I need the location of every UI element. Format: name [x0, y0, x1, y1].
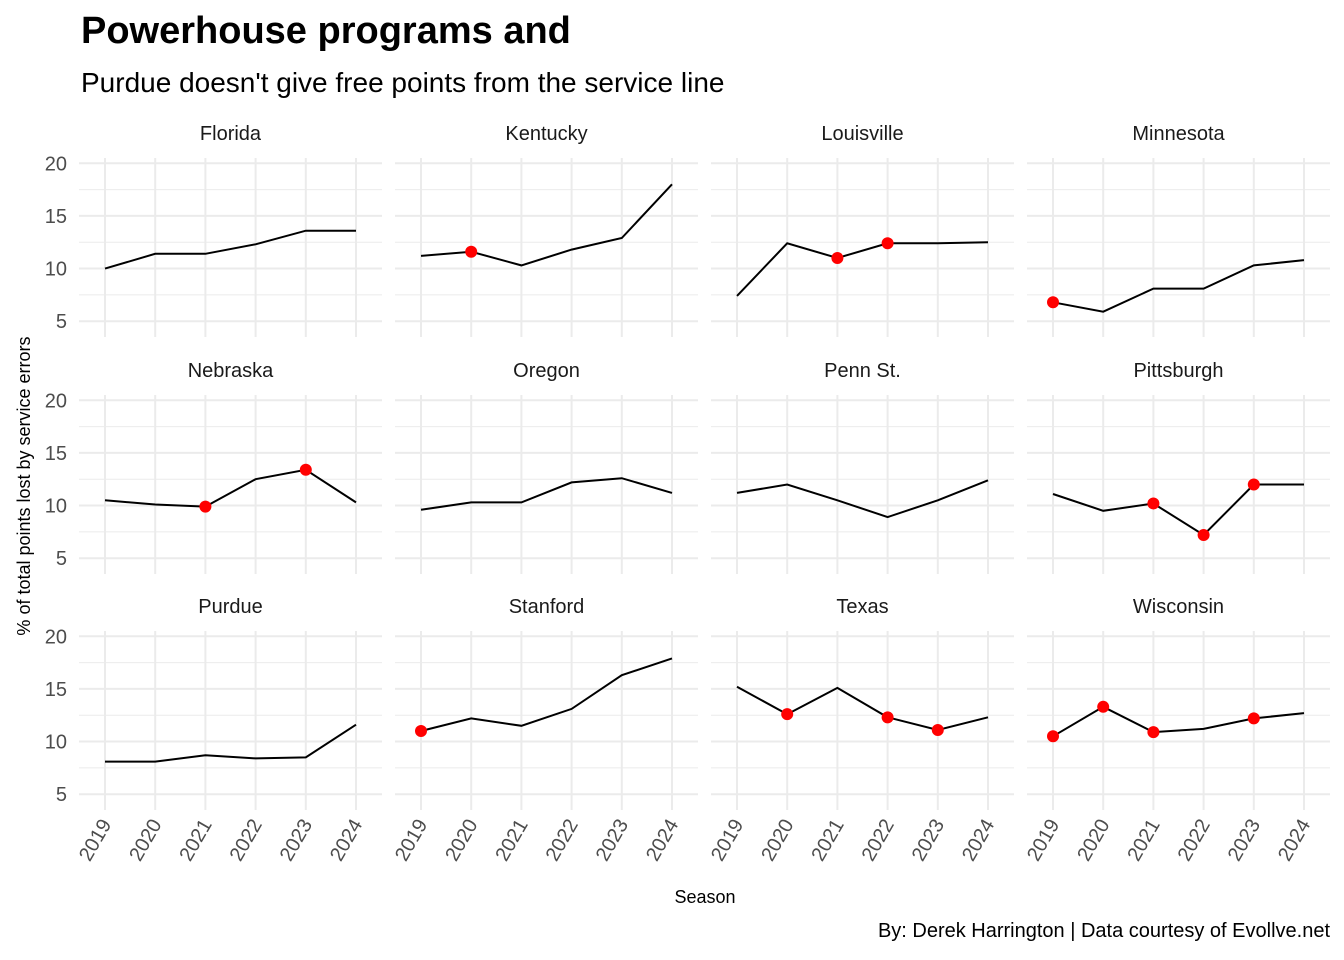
- highlight-point: [831, 252, 844, 265]
- highlight-point: [1047, 296, 1059, 309]
- series-line: [104, 468, 357, 508]
- highlight-point: [1047, 730, 1059, 743]
- x-tick-label: 2022: [542, 816, 583, 866]
- x-axis-title: Season: [674, 887, 735, 907]
- x-tick-label: 2020: [757, 816, 798, 866]
- facet-label: Oregon: [513, 360, 580, 382]
- highlight-point: [1247, 478, 1260, 491]
- highlight-point: [1147, 726, 1160, 739]
- series-line: [1052, 483, 1304, 537]
- y-tick-label: 10: [45, 496, 67, 518]
- x-tick-label: 2021: [807, 816, 848, 866]
- facet-label: Texas: [836, 596, 888, 618]
- chart-caption: By: Derek Harrington | Data courtesy of …: [877, 920, 1330, 942]
- x-tick-label: 2020: [1073, 816, 1114, 866]
- series-line: [420, 657, 673, 732]
- x-tick-label: 2024: [958, 816, 999, 866]
- series-line: [1052, 705, 1305, 738]
- highlight-point: [1247, 712, 1260, 725]
- highlight-point: [199, 500, 212, 513]
- highlight-point: [881, 711, 894, 724]
- y-tick-label: 10: [45, 259, 67, 281]
- x-tick-label: 2020: [125, 816, 166, 866]
- x-tick-label: 2019: [1023, 816, 1064, 866]
- facet-label: Purdue: [198, 596, 263, 618]
- highlight-point: [299, 463, 312, 476]
- y-tick-label: 10: [45, 732, 67, 754]
- x-tick-label: 2020: [441, 816, 482, 866]
- x-tick-label: 2021: [491, 816, 532, 866]
- highlight-point: [881, 237, 894, 250]
- facet-label: Stanford: [509, 596, 585, 618]
- series-line: [736, 241, 989, 297]
- series-line: [736, 479, 989, 519]
- x-tick-label: 2023: [276, 816, 317, 866]
- y-tick-label: 5: [56, 311, 67, 333]
- highlight-point: [1147, 497, 1160, 510]
- y-tick-label: 20: [45, 153, 67, 175]
- chart-title: Powerhouse programs and: [81, 10, 571, 52]
- series-line: [104, 229, 356, 270]
- x-tick-label: 2024: [326, 816, 367, 866]
- x-tick-label: 2019: [391, 816, 432, 866]
- series-line: [420, 477, 673, 511]
- y-tick-label: 15: [45, 679, 67, 701]
- facet-label: Pittsburgh: [1133, 360, 1223, 382]
- facet-label: Wisconsin: [1133, 596, 1224, 618]
- y-tick-label: 15: [45, 443, 67, 465]
- x-tick-label: 2022: [1174, 816, 1215, 866]
- x-tick-label: 2023: [1224, 816, 1265, 866]
- series-line: [736, 685, 989, 732]
- chart-subtitle: Purdue doesn't give free points from the…: [81, 67, 725, 98]
- series-line: [105, 723, 357, 763]
- y-tick-label: 5: [56, 784, 67, 806]
- x-tick-label: 2024: [1274, 816, 1315, 866]
- highlight-point: [465, 245, 478, 258]
- y-tick-label: 20: [45, 390, 67, 412]
- highlight-point: [781, 708, 794, 721]
- x-tick-label: 2021: [175, 816, 216, 866]
- highlight-point: [1197, 529, 1210, 542]
- facet-label: Penn St.: [824, 360, 901, 382]
- y-tick-label: 15: [45, 206, 67, 228]
- highlight-point: [1097, 700, 1110, 713]
- facet-label: Louisville: [821, 123, 903, 145]
- x-tick-label: 2023: [908, 816, 949, 866]
- y-axis-title: % of total points lost by service errors: [14, 336, 34, 635]
- x-tick-label: 2024: [642, 816, 683, 866]
- y-tick-label: 20: [45, 626, 67, 648]
- x-tick-label: 2022: [858, 816, 899, 866]
- facet-label: Kentucky: [505, 123, 587, 145]
- facet-label: Minnesota: [1132, 123, 1225, 145]
- facet-label: Nebraska: [188, 360, 274, 382]
- facet-label: Florida: [200, 123, 262, 145]
- series-line: [1052, 259, 1305, 313]
- highlight-point: [415, 725, 427, 738]
- x-tick-label: 2019: [707, 816, 748, 866]
- highlight-point: [931, 723, 944, 736]
- x-tick-label: 2022: [226, 816, 267, 866]
- y-tick-label: 5: [56, 548, 67, 570]
- x-tick-label: 2019: [75, 816, 116, 866]
- x-tick-label: 2021: [1123, 816, 1164, 866]
- x-tick-label: 2023: [592, 816, 633, 866]
- series-line: [420, 183, 673, 267]
